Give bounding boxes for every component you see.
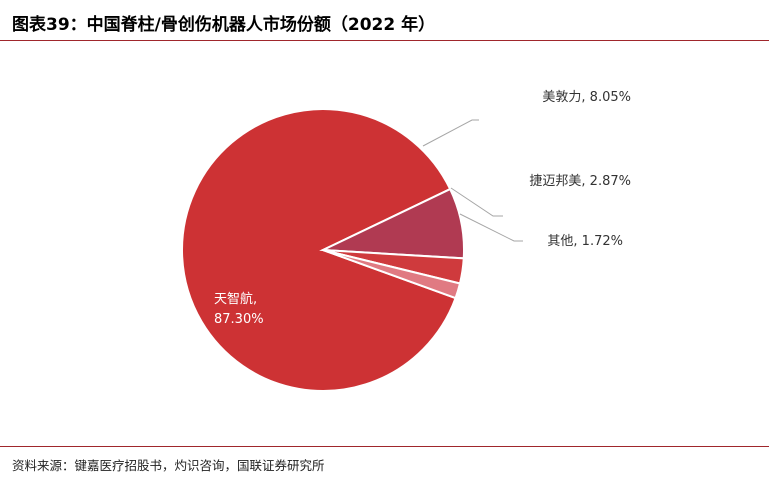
slice-label-4: 其他, 1.72% [547,234,623,249]
footer-divider [0,446,769,447]
slice-label-3: 捷迈邦美, 2.87% [529,174,631,189]
title-bar: 图表39：中国脊柱/骨创伤机器人市场份额（2022 年） [0,0,769,40]
pie-slice-1 [181,108,457,392]
chart-title: 图表39：中国脊柱/骨创伤机器人市场份额（2022 年） [12,15,436,35]
source-note: 资料来源：键嘉医疗招股书，灼识咨询，国联证券研究所 [12,458,325,473]
slice-label-2: 美敦力, 8.05% [542,89,631,105]
slice-label-1-name: 天智航, [214,291,257,307]
leader-line-3 [450,187,503,217]
leader-line-2 [422,119,479,147]
slice-label-1-value: 87.30% [214,312,264,327]
pie-slice-4 [322,249,462,300]
leader-line-4 [459,213,523,242]
title-divider [0,40,769,41]
